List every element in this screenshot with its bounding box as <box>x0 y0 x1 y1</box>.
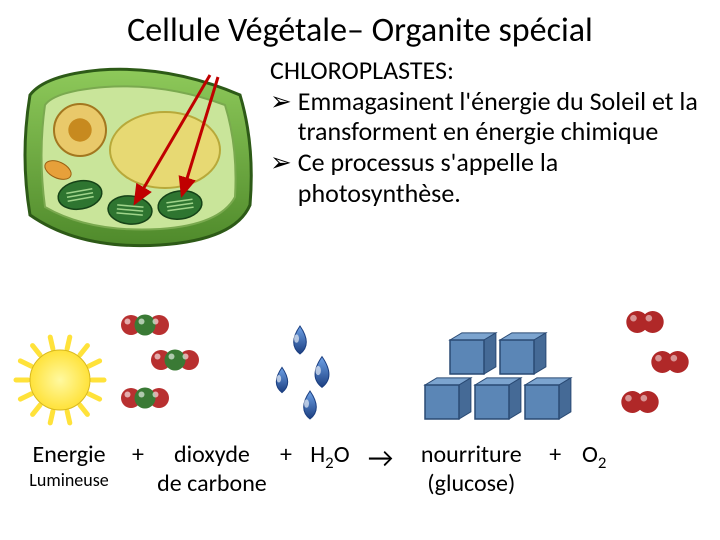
eq-term-co2: dioxyde de carbone <box>152 440 272 498</box>
eq-o2-2: 2 <box>598 452 607 473</box>
eq-h2o-o: O <box>334 440 350 469</box>
water-drop-icon <box>315 357 329 388</box>
eq-term-food: nourriture (glucose) <box>401 440 541 498</box>
upper-section: CHLOROPLASTES: ➢ Emmagasinent l'énergie … <box>0 55 720 255</box>
co2-icon <box>121 315 169 336</box>
eq-energy-label: Energie <box>32 440 105 469</box>
eq-plus-2: + <box>272 440 300 469</box>
eq-term-o2: O2 <box>569 440 619 473</box>
eq-h2o-h: H <box>310 440 325 469</box>
glucose-cube-icon <box>425 378 471 419</box>
eq-luminous-label: Lumineuse <box>14 469 124 491</box>
photosynthesis-equation: Energie Lumineuse + dioxyde de carbone +… <box>0 440 720 498</box>
bullet-2-text: Ce processus s'appelle la photosynthèse. <box>298 147 710 208</box>
glucose-cube-icon <box>500 333 546 374</box>
plant-cell-svg <box>10 55 260 255</box>
bullet-arrow-icon: ➢ <box>270 86 292 147</box>
eq-h2o-2: 2 <box>325 452 334 473</box>
o2-icon <box>621 391 658 413</box>
water-drop-icon <box>294 326 307 354</box>
eq-plus-3: + <box>541 440 569 469</box>
water-drop-icon <box>276 367 287 392</box>
bullet-1: ➢ Emmagasinent l'énergie du Soleil et la… <box>270 86 710 147</box>
glucose-cube-icon <box>475 378 521 419</box>
eq-food-label: nourriture <box>421 440 522 469</box>
eq-arrow: → <box>360 440 401 475</box>
bullet-1-text: Emmagasinent l'énergie du Soleil et la t… <box>298 86 710 147</box>
eq-term-h2o: H2O <box>300 440 360 473</box>
plant-cell-figure <box>10 55 260 255</box>
sun-icon <box>16 337 104 423</box>
eq-glucose-label: (glucose) <box>401 469 541 498</box>
o2-icon <box>651 351 688 373</box>
eq-plus-1: + <box>124 440 152 469</box>
eq-dioxide-label: dioxyde <box>174 440 250 469</box>
chloroplast-heading: CHLOROPLASTES: <box>270 55 710 86</box>
co2-icon <box>121 388 169 409</box>
water-drop-icon <box>304 391 317 419</box>
glucose-cube-icon <box>450 333 496 374</box>
glucose-cube-icon <box>525 378 571 419</box>
bullet-arrow-icon: ➢ <box>270 147 292 208</box>
bullet-2: ➢ Ce processus s'appelle la photosynthès… <box>270 147 710 208</box>
page-title: Cellule Végétale– Organite spécial <box>0 0 720 55</box>
chloroplast-text: CHLOROPLASTES: ➢ Emmagasinent l'énergie … <box>260 55 710 255</box>
o2-icon <box>626 311 663 333</box>
eq-o2-o: O <box>582 440 598 469</box>
co2-icon <box>151 350 199 371</box>
eq-carbon-label: de carbone <box>152 469 272 498</box>
eq-term-light-energy: Energie Lumineuse <box>14 440 124 491</box>
